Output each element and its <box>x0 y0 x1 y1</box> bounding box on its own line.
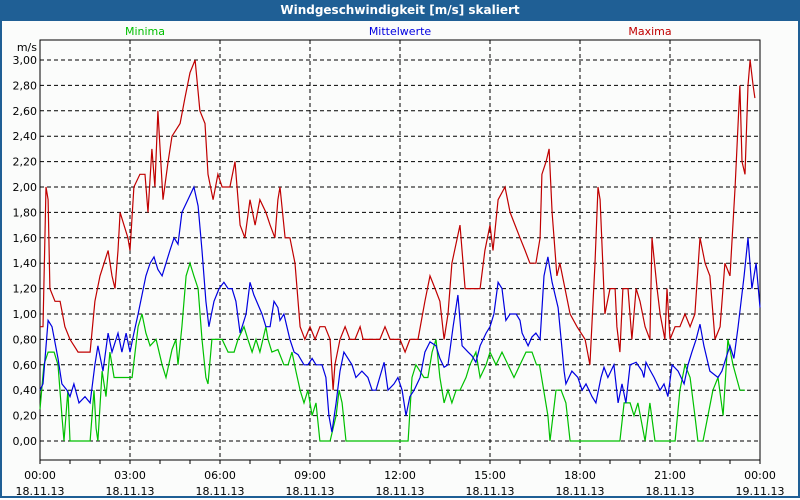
x-tick-date: 18.11.13 <box>196 485 245 498</box>
x-tick-time: 00:00 <box>744 469 776 482</box>
y-tick-label: 0,40 <box>13 384 38 397</box>
chart-title: Windgeschwindigkeit [m/s] skaliert <box>0 0 800 21</box>
x-tick-date: 18.11.13 <box>16 485 65 498</box>
x-tick-date: 18.11.13 <box>106 485 155 498</box>
x-tick-time: 21:00 <box>654 469 686 482</box>
x-tick-date: 18.11.13 <box>376 485 425 498</box>
x-tick-time: 15:00 <box>474 469 506 482</box>
y-tick-label: 0,60 <box>13 359 38 372</box>
y-tick-label: 1,00 <box>13 308 38 321</box>
x-tick-time: 00:00 <box>24 469 56 482</box>
y-tick-label: 1,60 <box>13 232 38 245</box>
y-tick-label: 3,00 <box>13 54 38 67</box>
x-tick-date: 18.11.13 <box>466 485 515 498</box>
series-line-mittelwerte <box>39 185 761 433</box>
x-tick-time: 09:00 <box>294 469 326 482</box>
y-tick-label: 2,40 <box>13 130 38 143</box>
x-tick-time: 12:00 <box>384 469 416 482</box>
y-tick-label: 2,00 <box>13 181 38 194</box>
y-tick-label: 0,00 <box>13 435 38 448</box>
y-tick-label: 2,60 <box>13 105 38 118</box>
legend-maxima: Maxima <box>628 25 671 38</box>
y-tick-label: 2,80 <box>13 79 38 92</box>
y-tick-label: 0,80 <box>13 333 38 346</box>
y-tick-label: 1,40 <box>13 257 38 270</box>
series-line-maxima <box>40 59 756 391</box>
y-tick-label: 2,20 <box>13 156 38 169</box>
y-tick-label: 1,80 <box>13 206 38 219</box>
y-tick-label: 0,20 <box>13 410 38 423</box>
x-tick-date: 18.11.13 <box>646 485 695 498</box>
y-axis-unit: m/s <box>17 41 37 54</box>
x-tick-time: 03:00 <box>114 469 146 482</box>
x-tick-time: 06:00 <box>204 469 236 482</box>
plot-frame <box>39 39 761 461</box>
x-tick-date: 18.11.13 <box>556 485 605 498</box>
y-tick-label: 1,20 <box>13 283 38 296</box>
legend-mittelwerte: Mittelwerte <box>369 25 432 38</box>
x-tick-time: 18:00 <box>564 469 596 482</box>
series-line-minima <box>39 261 745 442</box>
x-tick-date: 18.11.13 <box>286 485 335 498</box>
legend-minima: Minima <box>125 25 165 38</box>
x-tick-date: 19.11.13 <box>736 485 785 498</box>
